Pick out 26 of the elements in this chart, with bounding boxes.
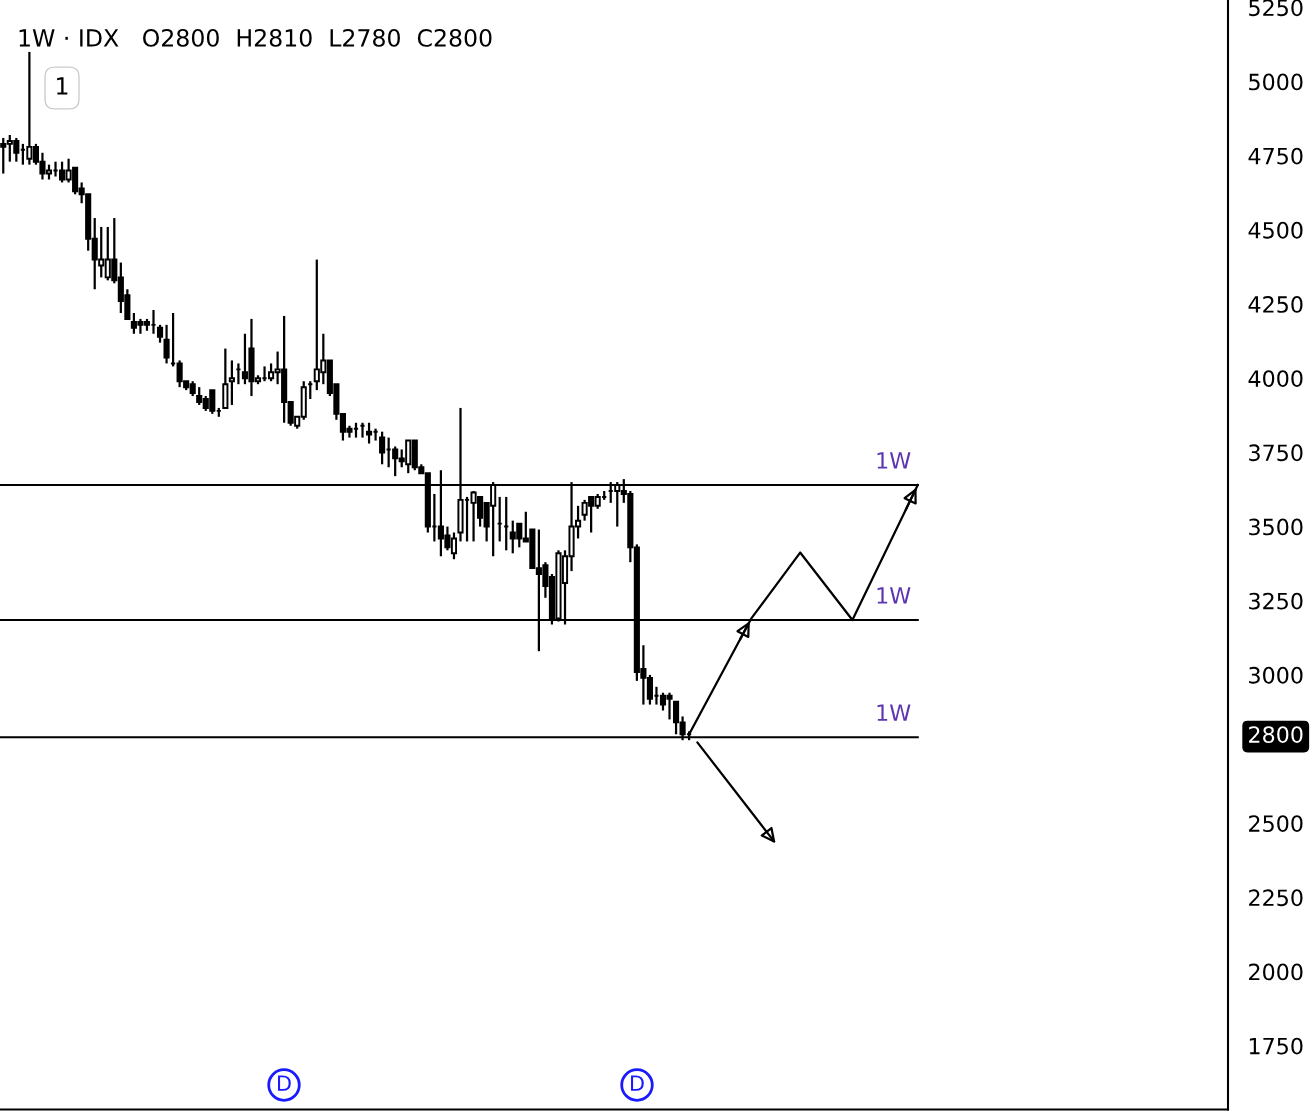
y-tick-label: 2000 <box>1249 963 1303 981</box>
ref-line-label: 1W <box>877 587 911 604</box>
ref-line-label: 1W <box>877 704 911 721</box>
y-tick-label: 3750 <box>1249 444 1303 462</box>
annotation: 1 <box>57 77 68 95</box>
y-tick-label: 2800 <box>1249 726 1303 744</box>
candlestick <box>228 359 235 407</box>
y-tick-label: 3250 <box>1249 592 1303 610</box>
y-tick-label: 3000 <box>1249 666 1303 684</box>
candlestick <box>379 430 386 466</box>
ref-line-label: 1W <box>877 452 911 469</box>
text: 1W · IDX O2800 H2810 L2780 C2800 <box>19 28 492 47</box>
y-tick-label: 2250 <box>1249 889 1303 907</box>
annotation: D <box>278 1075 291 1091</box>
y-tick-label: 5250 <box>1249 0 1303 17</box>
y-tick-label: 4500 <box>1248 221 1303 239</box>
y-tick-label: 4750 <box>1248 147 1303 165</box>
y-tick-label: 2500 <box>1249 815 1303 833</box>
y-tick-label: 1750 <box>1249 1037 1303 1055</box>
annotation: D <box>631 1075 644 1091</box>
y-tick-label: 3500 <box>1249 518 1303 536</box>
y-tick-label: 4000 <box>1248 370 1303 388</box>
candlestick <box>163 323 170 365</box>
y-tick-label: 4250 <box>1248 296 1303 313</box>
y-tick-label: 5000 <box>1249 73 1303 91</box>
candlestick <box>222 347 229 410</box>
